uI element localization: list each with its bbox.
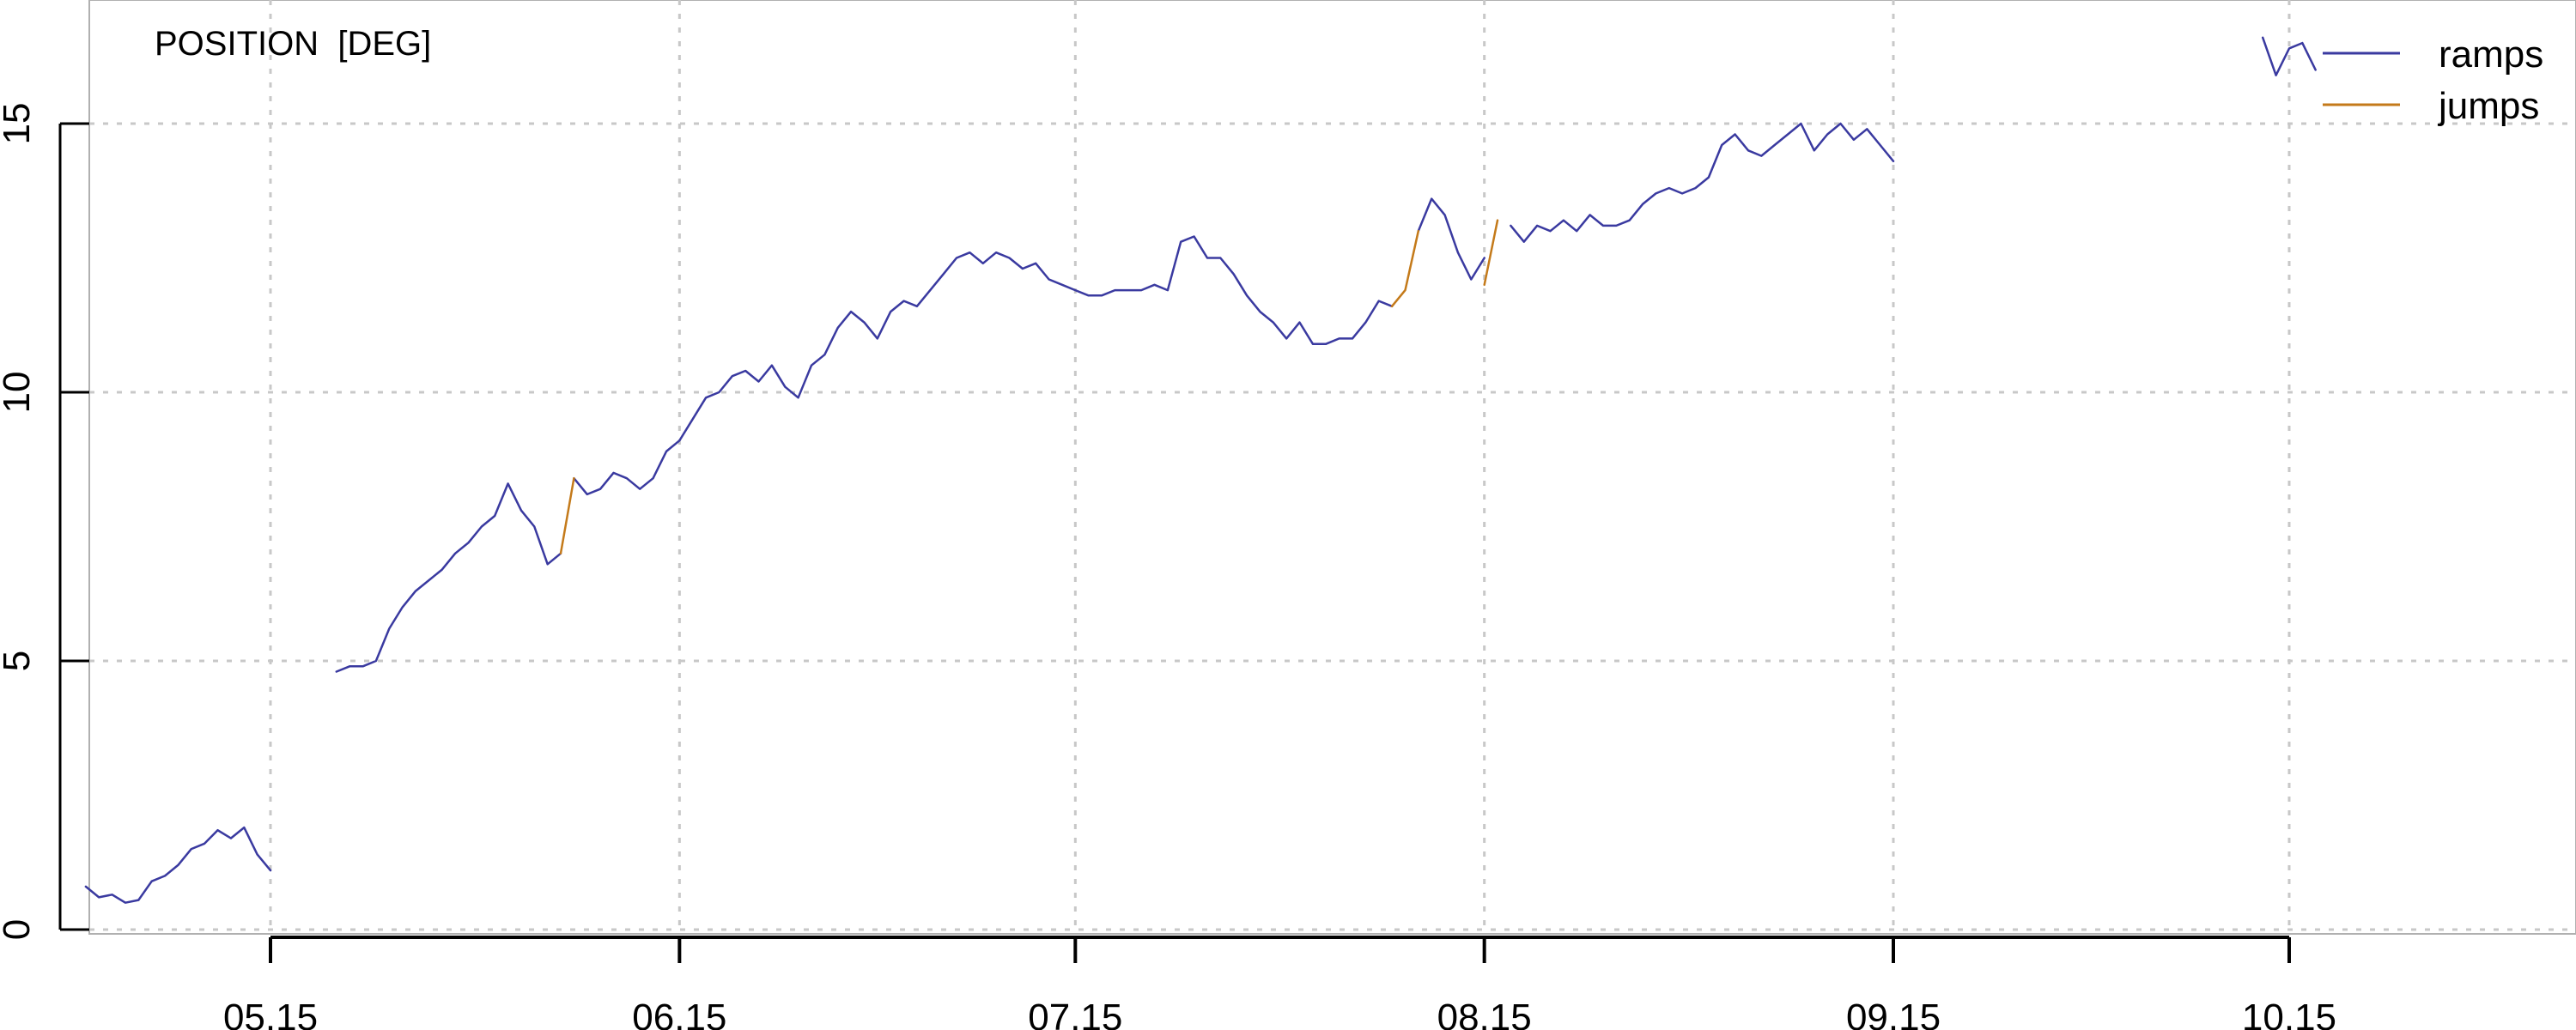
ramps-line-segment [335,482,562,673]
plot-frame [88,0,2576,935]
ramps-line-segment [1510,122,1895,243]
jumps-line-segment [1390,229,1420,308]
y-tick-label: 0 [0,919,38,940]
y-tick-label: 5 [0,651,38,671]
x-tick-label: 10.15 [2242,997,2336,1030]
series-ramps [84,36,2317,904]
y-tick-label: 10 [0,372,38,414]
legend: ramps jumps [2323,33,2543,127]
x-tick-label: 09.15 [1846,997,1941,1030]
series-lines [84,36,2317,904]
jumps-line-segment [1483,219,1499,287]
x-tick-label: 06.15 [632,997,726,1030]
grid-lines [89,0,2576,934]
legend-label-ramps: ramps [2439,33,2543,76]
x-tick-label: 08.15 [1437,997,1532,1030]
chart-title: POSITION [DEG] [155,25,431,63]
x-tick-label: 05.15 [223,997,318,1030]
ramps-line-segment [2261,36,2317,76]
x-tick-label: 07.15 [1028,997,1122,1030]
ramps-line-segment [84,826,272,904]
jumps-line-segment [559,476,575,555]
ramps-line-segment [573,235,1394,496]
series-jumps [559,219,1499,555]
y-tick-label: 15 [0,103,38,145]
ramps-line-segment [1417,197,1485,281]
axes: 0 5 10 15 05.15 06.15 07.15 08.15 09.15 10.15 [0,103,2336,1030]
legend-label-jumps: jumps [2437,85,2539,127]
